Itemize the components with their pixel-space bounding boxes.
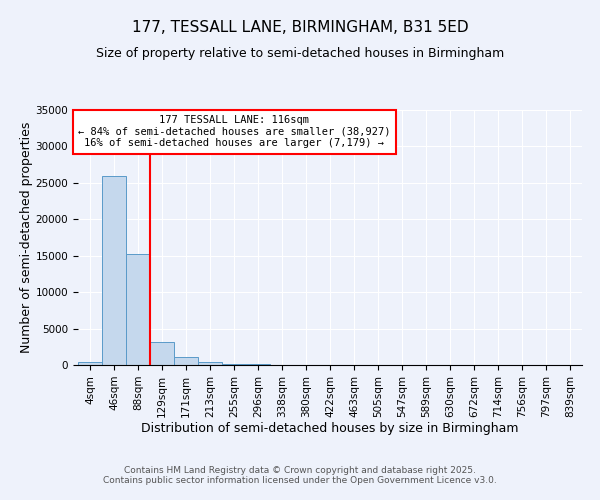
Bar [102,176,126,365]
Text: Size of property relative to semi-detached houses in Birmingham: Size of property relative to semi-detach… [96,48,504,60]
Bar [198,362,222,365]
Bar [150,342,174,365]
Bar [126,254,150,365]
Bar [78,362,102,365]
Text: 177, TESSALL LANE, BIRMINGHAM, B31 5ED: 177, TESSALL LANE, BIRMINGHAM, B31 5ED [131,20,469,35]
Text: 177 TESSALL LANE: 116sqm
← 84% of semi-detached houses are smaller (38,927)
16% : 177 TESSALL LANE: 116sqm ← 84% of semi-d… [78,115,391,148]
Bar [222,364,246,365]
Y-axis label: Number of semi-detached properties: Number of semi-detached properties [20,122,33,353]
Bar [246,364,270,365]
Bar [174,357,198,365]
Text: Contains HM Land Registry data © Crown copyright and database right 2025.
Contai: Contains HM Land Registry data © Crown c… [103,466,497,485]
X-axis label: Distribution of semi-detached houses by size in Birmingham: Distribution of semi-detached houses by … [141,422,519,436]
